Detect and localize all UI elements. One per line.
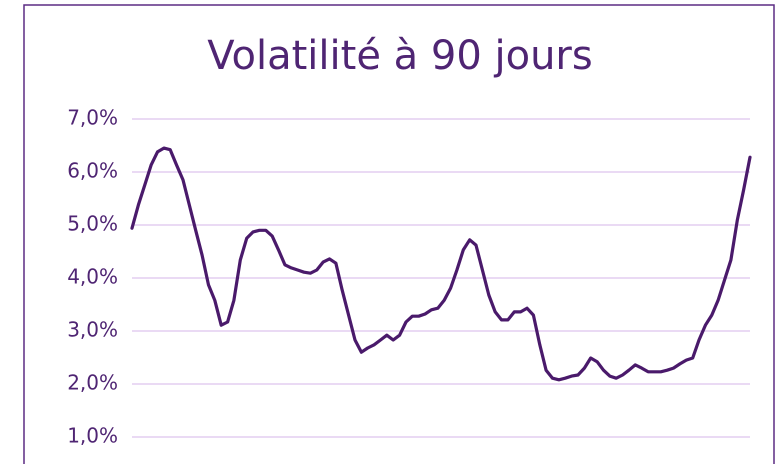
y-tick-label: 5,0% — [67, 212, 118, 236]
y-tick-label: 7,0% — [67, 106, 118, 130]
chart-title: Volatilité à 90 jours — [207, 33, 592, 79]
line — [130, 146, 752, 382]
y-tick-label: 6,0% — [67, 159, 118, 183]
y-tick-label: 2,0% — [67, 371, 118, 395]
y-tick-label: 3,0% — [67, 318, 118, 342]
y-tick-label: 1,0% — [67, 424, 118, 448]
chart-frame — [23, 4, 775, 464]
y-tick-label: 4,0% — [67, 265, 118, 289]
